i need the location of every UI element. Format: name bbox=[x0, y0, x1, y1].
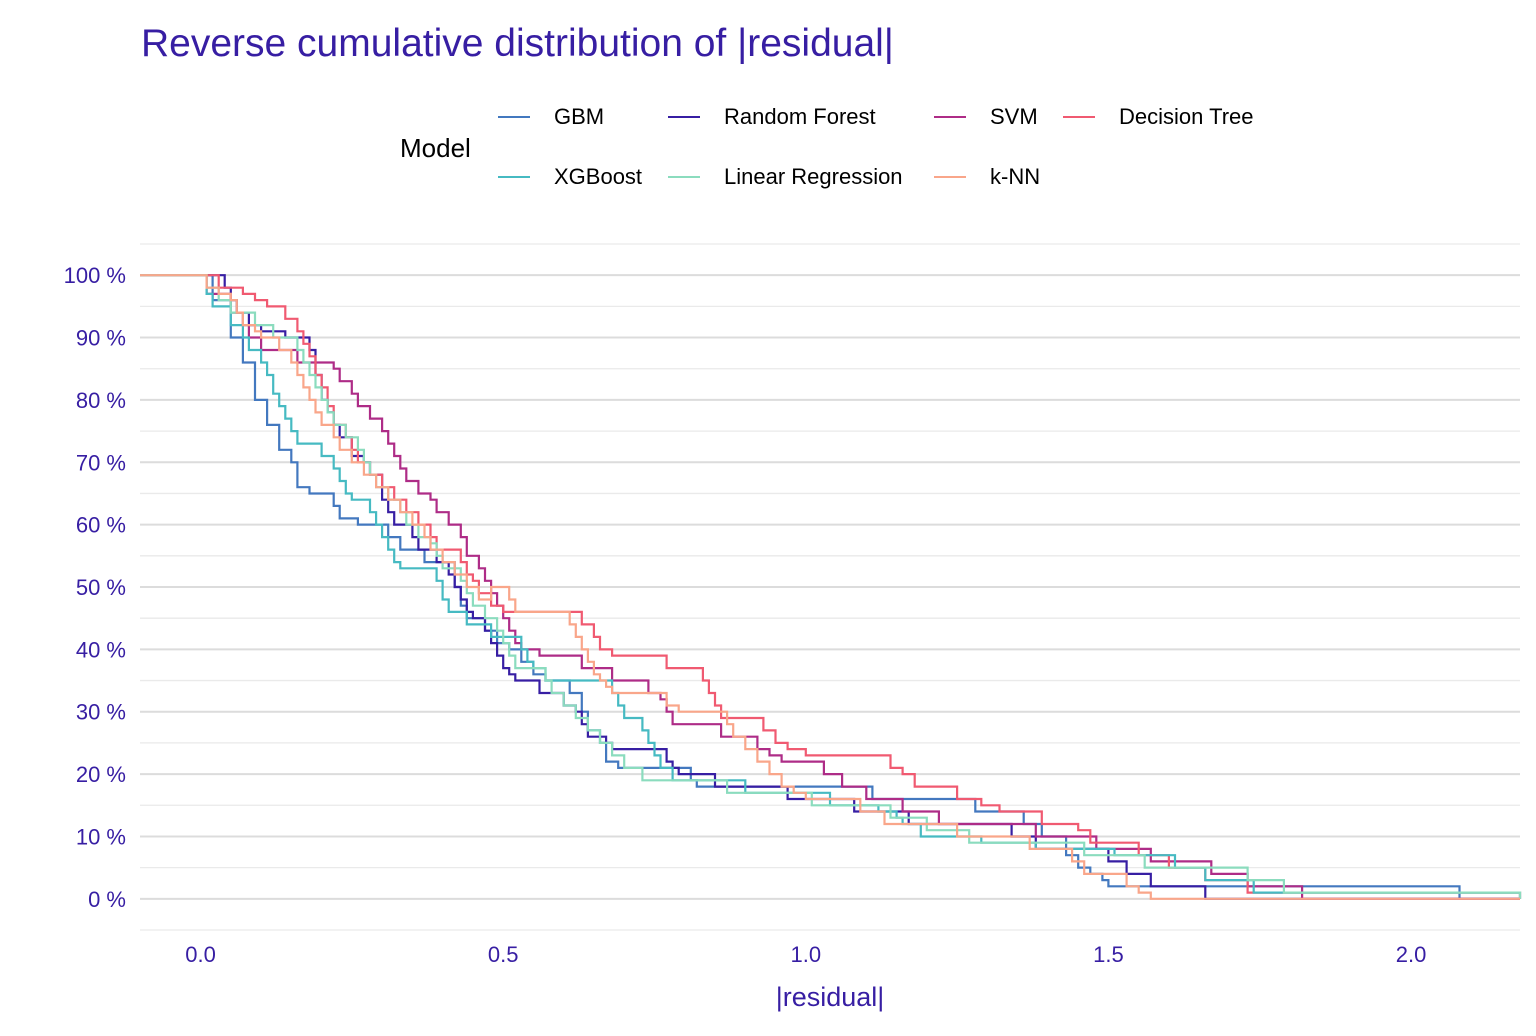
legend-item-svm: SVM bbox=[934, 102, 1038, 132]
y-tick-label: 10 % bbox=[76, 824, 126, 849]
series-line-k-nn bbox=[140, 274, 1520, 900]
y-tick-label: 40 % bbox=[76, 637, 126, 662]
series-lines bbox=[140, 274, 1522, 900]
legend-item-xgboost: XGBoost bbox=[498, 162, 642, 192]
x-tick-label: 1.5 bbox=[1093, 942, 1124, 967]
grid bbox=[140, 243, 1520, 931]
legend-key-k-nn bbox=[934, 176, 966, 178]
legend-item-linear-regression: Linear Regression bbox=[668, 162, 903, 192]
axis-labels: 0 % 10 % 20 % 30 % 40 % 50 % 60 % 70 % 80 % 90 % 1… bbox=[64, 263, 1427, 1012]
y-tick-label: 70 % bbox=[76, 450, 126, 475]
legend-label: GBM bbox=[554, 104, 605, 129]
y-tick-label: 80 % bbox=[76, 388, 126, 413]
series-line-svm bbox=[140, 274, 1520, 900]
legend-key-decision-tree bbox=[1063, 116, 1095, 118]
legend-label: SVM bbox=[990, 104, 1038, 129]
y-tick-label: 60 % bbox=[76, 513, 126, 538]
y-tick-label: 30 % bbox=[76, 700, 126, 725]
y-tick-label: 100 % bbox=[64, 263, 126, 288]
y-tick-label: 50 % bbox=[76, 575, 126, 600]
legend-key-xgboost bbox=[498, 176, 530, 178]
legend-label: Random Forest bbox=[724, 104, 876, 129]
chart-title: Reverse cumulative distribution of |resi… bbox=[141, 22, 894, 65]
x-tick-label: 0.0 bbox=[185, 942, 216, 967]
legend-label: Decision Tree bbox=[1119, 104, 1254, 129]
x-axis-label: |residual| bbox=[776, 982, 885, 1012]
y-tick-label: 20 % bbox=[76, 762, 126, 787]
legend-key-linear-regression bbox=[668, 176, 700, 178]
legend-label: XGBoost bbox=[554, 164, 643, 189]
legend-key-gbm bbox=[498, 116, 530, 118]
legend-title: Model bbox=[400, 133, 471, 163]
legend-label: k-NN bbox=[990, 164, 1041, 189]
x-tick-label: 2.0 bbox=[1396, 942, 1427, 967]
legend-item-decision-tree: Decision Tree bbox=[1063, 102, 1254, 132]
x-tick-label: 0.5 bbox=[488, 942, 519, 967]
legend-item-random-forest: Random Forest bbox=[668, 102, 876, 132]
y-tick-label: 90 % bbox=[76, 326, 126, 351]
legend-item-k-nn: k-NN bbox=[934, 162, 1040, 192]
legend-key-random-forest bbox=[668, 116, 700, 118]
x-tick-label: 1.0 bbox=[790, 942, 821, 967]
legend-label: Linear Regression bbox=[724, 164, 903, 189]
y-tick-label: 0 % bbox=[88, 887, 126, 912]
legend-item-gbm: GBM bbox=[498, 102, 604, 132]
series-line-linear-regression bbox=[140, 274, 1522, 899]
legend-key-svm bbox=[934, 116, 966, 118]
